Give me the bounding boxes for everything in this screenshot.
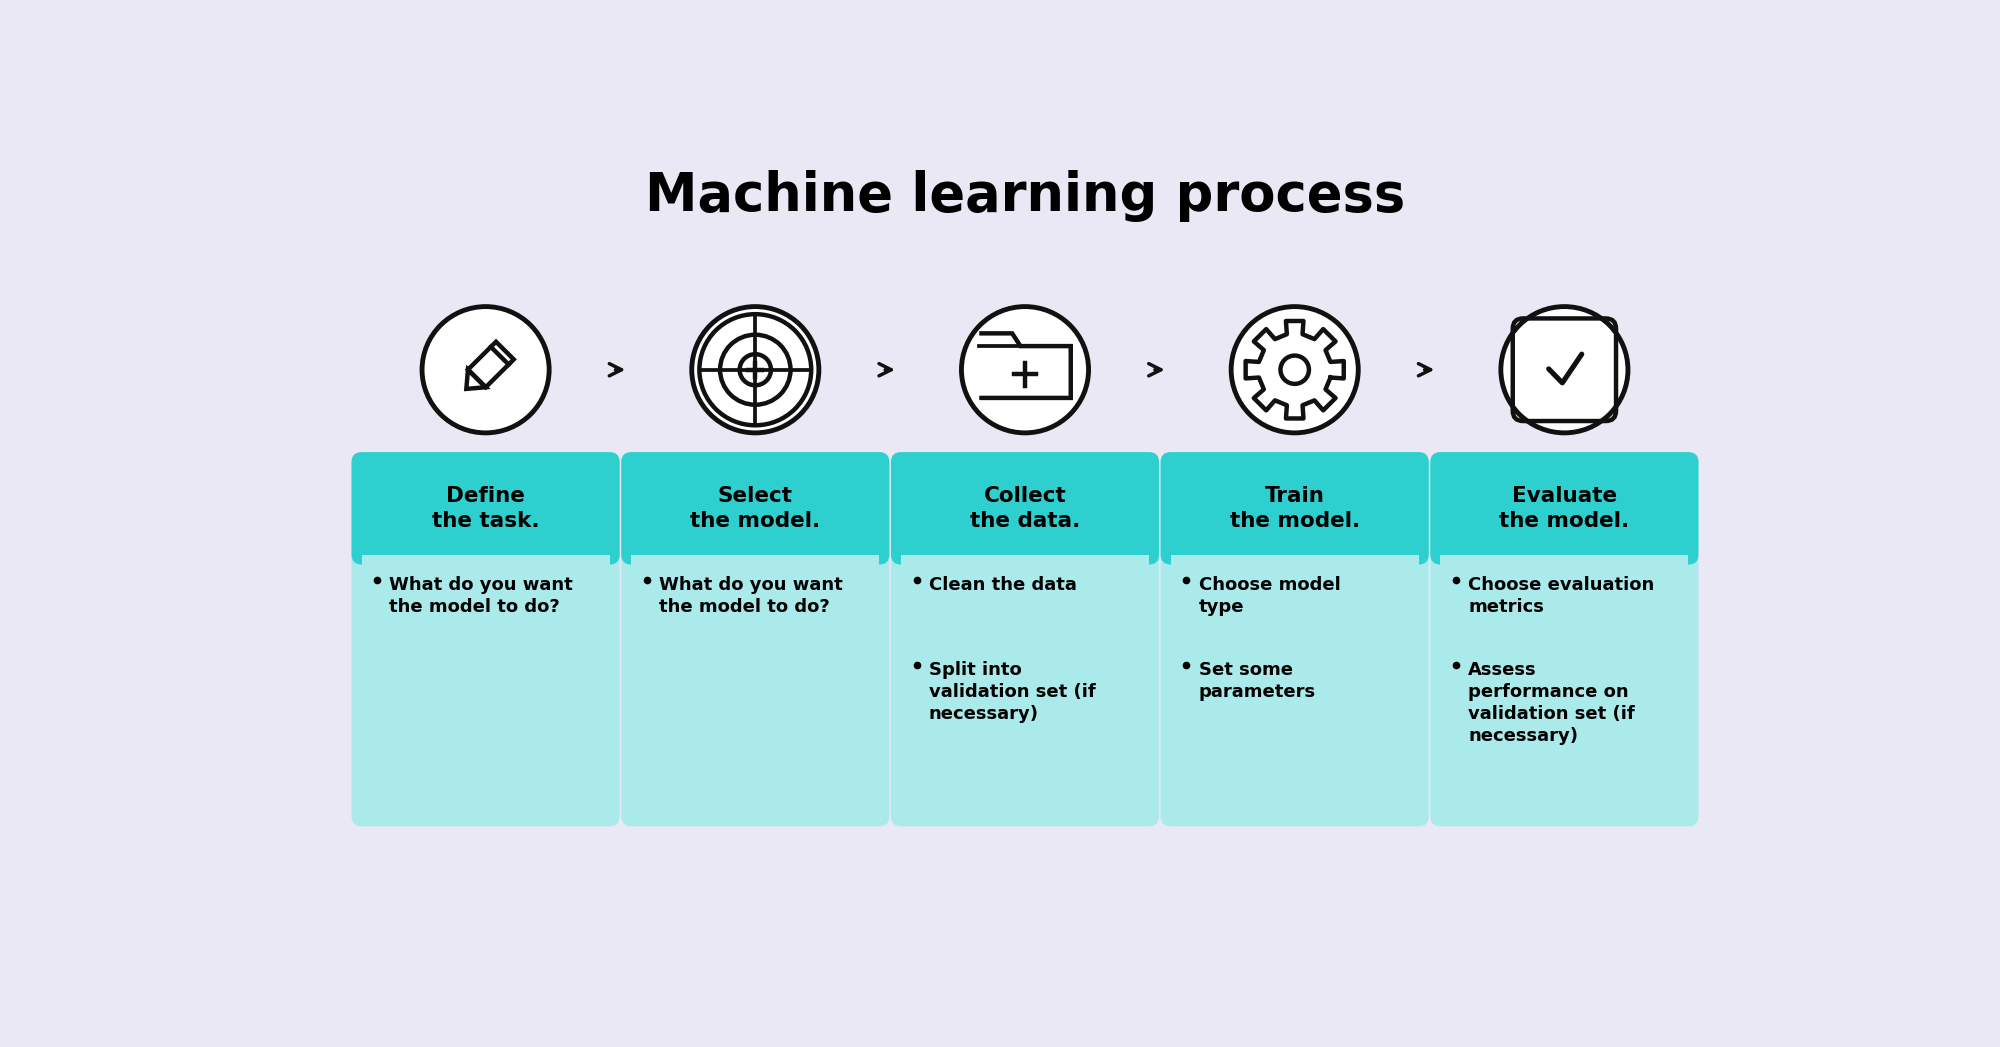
Text: Machine learning process: Machine learning process xyxy=(644,170,1406,222)
Text: Collect
the data.: Collect the data. xyxy=(970,486,1080,531)
Bar xyxy=(632,513,880,555)
Bar xyxy=(1440,555,1688,596)
Text: What do you want
the model to do?: What do you want the model to do? xyxy=(660,576,842,617)
Text: Evaluate
the model.: Evaluate the model. xyxy=(1500,486,1630,531)
Bar xyxy=(900,555,1148,596)
Circle shape xyxy=(692,307,818,432)
Text: Select
the model.: Select the model. xyxy=(690,486,820,531)
Circle shape xyxy=(1232,307,1358,432)
Text: Define
the task.: Define the task. xyxy=(432,486,540,531)
Text: Choose model
type: Choose model type xyxy=(1198,576,1340,617)
Text: Set some
parameters: Set some parameters xyxy=(1198,661,1316,701)
Text: Train
the model.: Train the model. xyxy=(1230,486,1360,531)
FancyBboxPatch shape xyxy=(352,452,620,826)
Bar xyxy=(632,555,880,596)
Bar xyxy=(1170,555,1418,596)
Circle shape xyxy=(962,307,1088,432)
Bar xyxy=(362,513,610,555)
FancyBboxPatch shape xyxy=(1160,452,1428,826)
Text: Choose evaluation
metrics: Choose evaluation metrics xyxy=(1468,576,1654,617)
Text: Clean the data: Clean the data xyxy=(928,576,1076,594)
Bar xyxy=(362,555,610,596)
Text: What do you want
the model to do?: What do you want the model to do? xyxy=(390,576,574,617)
FancyBboxPatch shape xyxy=(352,452,620,564)
Bar xyxy=(900,513,1148,555)
Circle shape xyxy=(1500,307,1628,432)
FancyBboxPatch shape xyxy=(622,452,890,826)
Circle shape xyxy=(422,307,550,432)
FancyBboxPatch shape xyxy=(890,452,1160,826)
Bar xyxy=(1170,513,1418,555)
FancyBboxPatch shape xyxy=(1430,452,1698,826)
FancyBboxPatch shape xyxy=(622,452,890,564)
FancyBboxPatch shape xyxy=(1430,452,1698,564)
FancyBboxPatch shape xyxy=(890,452,1160,564)
FancyBboxPatch shape xyxy=(1160,452,1428,564)
Text: Split into
validation set (if
necessary): Split into validation set (if necessary) xyxy=(928,661,1096,723)
Text: Assess
performance on
validation set (if
necessary): Assess performance on validation set (if… xyxy=(1468,661,1636,745)
Bar xyxy=(1440,513,1688,555)
